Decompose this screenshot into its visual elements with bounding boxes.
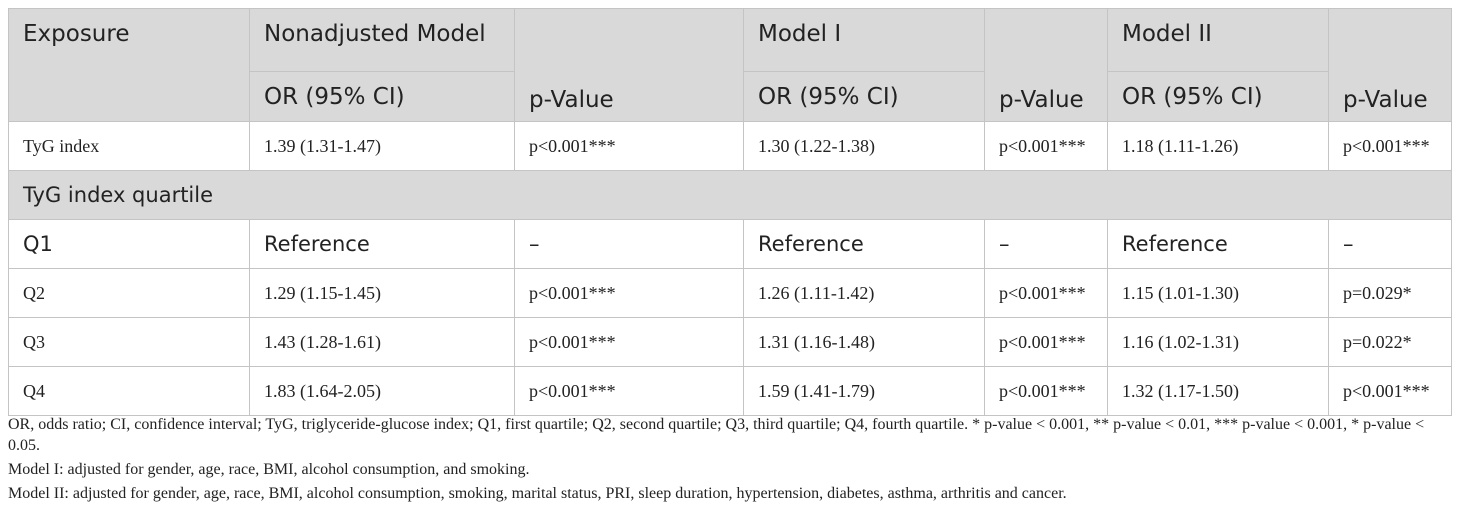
model2-header: Model II <box>1107 8 1329 72</box>
model1-p-cell: p<0.001*** <box>984 268 1108 318</box>
model1-or-cell: Reference <box>743 219 985 269</box>
nonadjusted-or-cell: 1.39 (1.31-1.47) <box>249 121 515 171</box>
row-label: Q2 <box>8 268 250 318</box>
nonadjusted-or-cell: 1.29 (1.15-1.45) <box>249 268 515 318</box>
nonadjusted-or-cell: 1.83 (1.64-2.05) <box>249 366 515 416</box>
header-row-1: Exposure Nonadjusted Model p-Value Model… <box>8 8 1452 122</box>
model1-header: Model I <box>743 8 985 72</box>
model2-or-cell: 1.16 (1.02-1.31) <box>1107 317 1329 367</box>
section-label: TyG index quartile <box>8 170 1452 220</box>
table-row-q4: Q4 1.83 (1.64-2.05) p<0.001*** 1.59 (1.4… <box>8 366 1452 416</box>
model2-p-cell: p=0.029* <box>1328 268 1452 318</box>
nonadjusted-p-cell: p<0.001*** <box>514 317 744 367</box>
table-row-q2: Q2 1.29 (1.15-1.45) p<0.001*** 1.26 (1.1… <box>8 268 1452 318</box>
model2-p-cell: – <box>1328 219 1452 269</box>
model1-or-cell: 1.59 (1.41-1.79) <box>743 366 985 416</box>
model1-or-cell: 1.26 (1.11-1.42) <box>743 268 985 318</box>
nonadjusted-pvalue-header: p-Value <box>514 8 744 122</box>
model2-pvalue-header: p-Value <box>1328 8 1452 122</box>
nonadjusted-p-cell: p<0.001*** <box>514 366 744 416</box>
model1-or-header: OR (95% CI) <box>743 71 985 122</box>
model1-p-cell: p<0.001*** <box>984 317 1108 367</box>
section-row-quartile: TyG index quartile <box>8 170 1452 220</box>
model2-p-cell: p<0.001*** <box>1328 366 1452 416</box>
nonadjusted-p-cell: p<0.001*** <box>514 268 744 318</box>
model1-note: Model I: adjusted for gender, age, race,… <box>8 461 530 478</box>
model1-or-cell: 1.30 (1.22-1.38) <box>743 121 985 171</box>
model1-p-cell: p<0.001*** <box>984 366 1108 416</box>
model1-p-cell: p<0.001*** <box>984 121 1108 171</box>
model2-or-cell: Reference <box>1107 219 1329 269</box>
nonadjusted-model-header: Nonadjusted Model <box>249 8 515 72</box>
model1-p-cell: – <box>984 219 1108 269</box>
exposure-header: Exposure <box>8 8 250 122</box>
nonadjusted-p-cell: – <box>514 219 744 269</box>
nonadjusted-or-cell: 1.43 (1.28-1.61) <box>249 317 515 367</box>
model2-p-cell: p=0.022* <box>1328 317 1452 367</box>
model2-note: Model II: adjusted for gender, age, race… <box>8 485 1067 502</box>
table-footnotes: OR, odds ratio; CI, confidence interval;… <box>8 414 1453 507</box>
model2-or-cell: 1.18 (1.11-1.26) <box>1107 121 1329 171</box>
abbreviations-note: OR, odds ratio; CI, confidence interval;… <box>8 416 1425 454</box>
row-label: Q4 <box>8 366 250 416</box>
model1-or-cell: 1.31 (1.16-1.48) <box>743 317 985 367</box>
model2-or-cell: 1.15 (1.01-1.30) <box>1107 268 1329 318</box>
model2-p-cell: p<0.001*** <box>1328 121 1452 171</box>
model1-pvalue-header: p-Value <box>984 8 1108 122</box>
model2-or-cell: 1.32 (1.17-1.50) <box>1107 366 1329 416</box>
model2-or-header: OR (95% CI) <box>1107 71 1329 122</box>
row-label: Q3 <box>8 317 250 367</box>
table-row-tyg-index: TyG index 1.39 (1.31-1.47) p<0.001*** 1.… <box>8 121 1452 171</box>
table-row-q1: Q1 Reference – Reference – Reference – <box>8 219 1452 269</box>
header-row-2: OR (95% CI) OR (95% CI) OR (95% CI) <box>9 71 1452 122</box>
nonadjusted-or-header: OR (95% CI) <box>249 71 515 122</box>
table-row-q3: Q3 1.43 (1.28-1.61) p<0.001*** 1.31 (1.1… <box>8 317 1452 367</box>
nonadjusted-or-cell: Reference <box>249 219 515 269</box>
nonadjusted-p-cell: p<0.001*** <box>514 121 744 171</box>
row-label: Q1 <box>8 219 250 269</box>
row-label: TyG index <box>8 121 250 171</box>
results-table: Exposure Nonadjusted Model p-Value Model… <box>8 8 1452 416</box>
